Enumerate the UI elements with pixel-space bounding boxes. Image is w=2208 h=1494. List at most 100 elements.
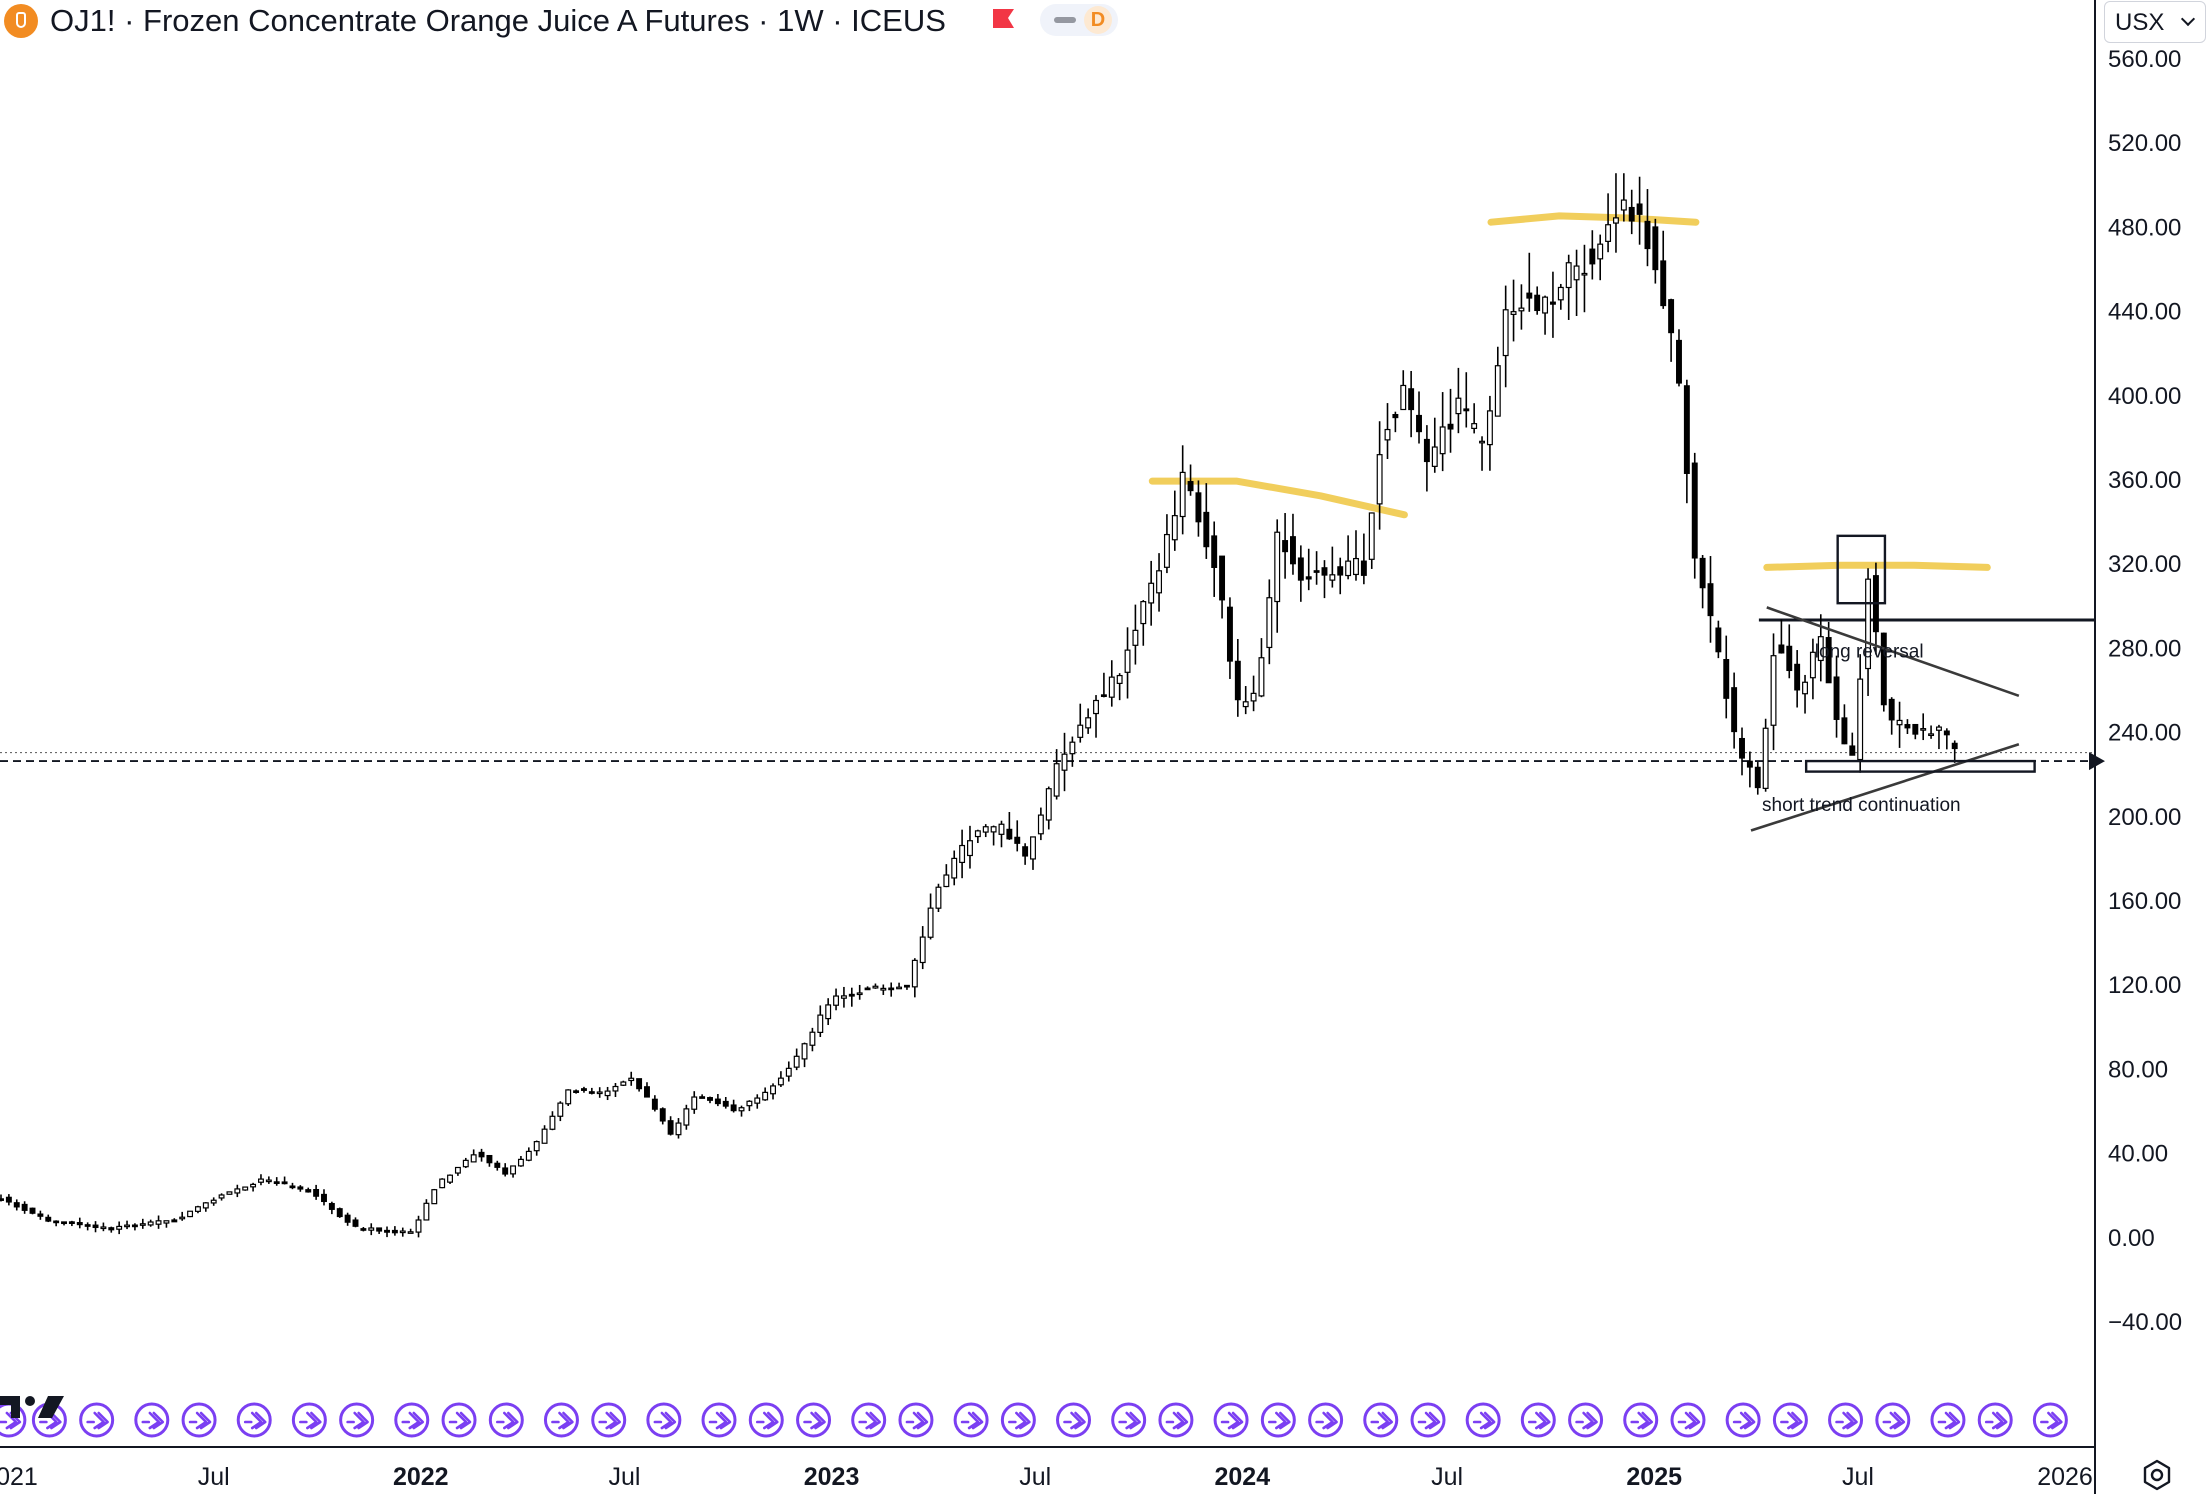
dividend-arrow-icon[interactable] <box>1670 1402 1706 1438</box>
candle-up <box>1345 560 1352 577</box>
dividend-arrow-icon[interactable] <box>1158 1402 1194 1438</box>
dividend-arrow-icon[interactable] <box>1213 1402 1249 1438</box>
candle-up <box>1242 701 1249 708</box>
dividend-arrow-icon[interactable] <box>1977 1402 2013 1438</box>
tradingview-logo[interactable] <box>0 1388 76 1424</box>
dividend-arrow-icon[interactable] <box>898 1402 934 1438</box>
dividend-arrow-icon[interactable] <box>1465 1402 1501 1438</box>
dividend-arrow-icon[interactable] <box>543 1402 579 1438</box>
dividend-arrow-icon[interactable] <box>1568 1402 1604 1438</box>
candle-up <box>927 907 934 938</box>
candle-down <box>336 1208 343 1218</box>
candle-up <box>1045 788 1052 821</box>
dividend-arrow-icon[interactable] <box>1623 1402 1659 1438</box>
candle-down <box>864 987 871 991</box>
price-marker-arrow-icon <box>2089 752 2105 771</box>
red-flag-icon[interactable] <box>990 8 1016 30</box>
dividend-arrow-icon[interactable] <box>134 1402 170 1438</box>
candle-up <box>565 1089 572 1105</box>
candle-down <box>730 1104 737 1112</box>
dividend-arrow-icon[interactable] <box>181 1402 217 1438</box>
candle-up <box>1455 397 1462 415</box>
candle-up <box>596 1091 603 1095</box>
candle-down <box>636 1078 643 1090</box>
dividend-arrow-icon[interactable] <box>851 1402 887 1438</box>
orange-juice-symbol-icon[interactable] <box>4 4 38 38</box>
candle-up <box>194 1206 201 1212</box>
candle-down <box>1676 339 1682 384</box>
dividend-arrow-icon[interactable] <box>1772 1402 1808 1438</box>
dividend-arrow-icon[interactable] <box>1725 1402 1761 1438</box>
candle-up <box>1620 199 1627 211</box>
dividend-arrow-icon[interactable] <box>1828 1402 1864 1438</box>
time-axis[interactable]: 2021 Jul 2022 Jul 2023 Jul 2024 Jul 2025 Jul 2026 <box>0 1446 2095 1491</box>
price-axis[interactable]: 560.00 520.00 480.00 440.00 400.00 360.00 320.… <box>2094 0 2182 1494</box>
dividend-arrow-icon[interactable] <box>236 1402 272 1438</box>
dividend-arrow-icon[interactable] <box>748 1402 784 1438</box>
dividend-arrow-icon[interactable] <box>646 1402 682 1438</box>
dividend-arrow-icon[interactable] <box>701 1402 737 1438</box>
candle-down <box>1305 576 1312 580</box>
candle-up <box>1061 753 1068 771</box>
resistance-highlight <box>1763 561 1991 571</box>
dividend-arrow-icon[interactable] <box>1056 1402 1092 1438</box>
candle-up <box>919 936 926 964</box>
dividend-arrow-icon[interactable] <box>291 1402 327 1438</box>
candle-up <box>431 1189 438 1205</box>
candle-up <box>628 1077 635 1082</box>
dividend-arrow-icon[interactable] <box>591 1402 627 1438</box>
time-tick-label: Jul <box>1019 1463 1051 1491</box>
candle-up <box>525 1150 532 1161</box>
chart-title[interactable]: OJ1! · Frozen Concentrate Orange Juice A… <box>50 3 946 38</box>
currency-select[interactable]: USX <box>2104 1 2206 43</box>
candle-down <box>1699 557 1706 589</box>
dividend-arrow-icon[interactable] <box>1308 1402 1344 1438</box>
candle-down <box>1234 660 1241 701</box>
candle-down <box>667 1120 674 1135</box>
candle-up <box>1258 657 1265 697</box>
dividend-arrow-icon[interactable] <box>1363 1402 1399 1438</box>
candle-down <box>903 984 910 988</box>
candle-up <box>967 840 973 857</box>
candle-up <box>415 1219 422 1233</box>
candle-up <box>557 1102 564 1117</box>
dividend-arrow-icon[interactable] <box>1520 1402 1556 1438</box>
candle-down <box>76 1222 83 1226</box>
dividend-arrow-icon[interactable] <box>1000 1402 1036 1438</box>
candle-down <box>5 1196 12 1203</box>
candle-up <box>1148 582 1155 604</box>
candle-up <box>1494 365 1501 417</box>
candle-up <box>620 1081 627 1086</box>
dividend-arrow-icon[interactable] <box>1875 1402 1911 1438</box>
candle-down <box>1628 206 1635 222</box>
dividend-arrow-icon[interactable] <box>1930 1402 1966 1438</box>
candle-up <box>1817 636 1824 662</box>
candle-up <box>1250 692 1257 702</box>
dividend-arrow-icon[interactable] <box>1410 1402 1446 1438</box>
dividend-arrow-icon[interactable] <box>1111 1402 1147 1438</box>
time-tick-label: 2025 <box>1626 1463 1682 1491</box>
candle-up <box>1928 733 1935 737</box>
dividend-arrow-icon[interactable] <box>953 1402 989 1438</box>
candle-down <box>1447 423 1454 430</box>
dividend-arrow-icon[interactable] <box>79 1402 115 1438</box>
dividend-arrow-icon[interactable] <box>796 1402 832 1438</box>
candle-up <box>801 1043 808 1060</box>
dividend-arrow-icon[interactable] <box>394 1402 430 1438</box>
candle-down <box>13 1202 20 1208</box>
candle-down <box>68 1221 75 1224</box>
chart-settings-icon[interactable] <box>2140 1458 2174 1492</box>
data-status-pill[interactable]: D <box>1040 4 1118 36</box>
dividend-arrow-icon[interactable] <box>2032 1402 2068 1438</box>
candle-up <box>1502 309 1509 357</box>
dividend-arrow-icon[interactable] <box>488 1402 524 1438</box>
candle-down <box>1841 717 1848 745</box>
dividend-arrow-icon[interactable] <box>1260 1402 1296 1438</box>
delayed-data-badge: D <box>1084 6 1112 34</box>
dividend-arrow-icon[interactable] <box>339 1402 375 1438</box>
trend-drawings: long reversal short trend continuation <box>1750 534 2036 832</box>
candle-down <box>1195 492 1202 523</box>
dividend-arrow-icon[interactable] <box>441 1402 477 1438</box>
chart-annotation: long reversal <box>1815 642 1924 663</box>
